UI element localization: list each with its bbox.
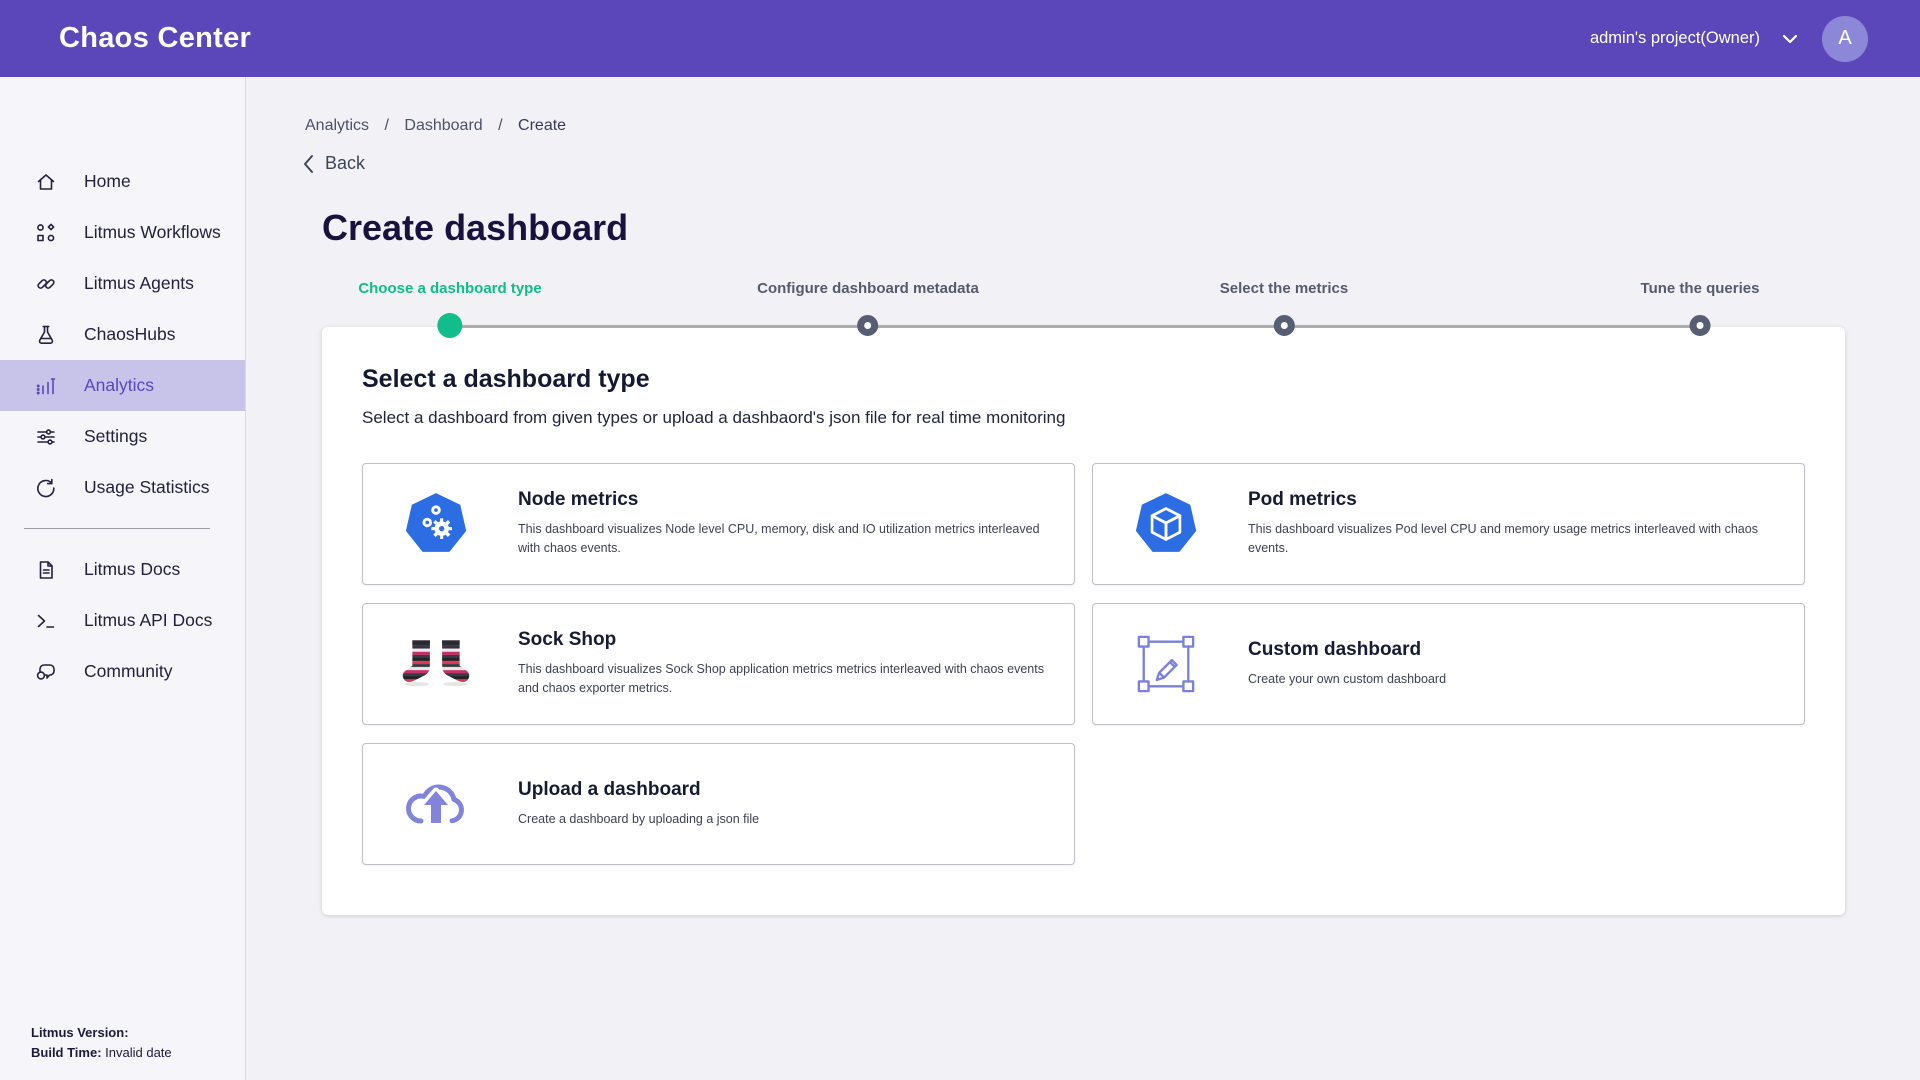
build-time-value: Invalid date xyxy=(101,1044,172,1060)
sidebar-item-label: Usage Statistics xyxy=(84,477,210,497)
option-description: This dashboard visualizes Pod level CPU … xyxy=(1248,522,1758,555)
step-dot xyxy=(857,314,879,336)
upload-cloud-icon xyxy=(401,769,471,839)
document-icon xyxy=(39,560,53,579)
chat-bubbles-icon xyxy=(36,663,55,680)
header-right: admin's project(Owner) A xyxy=(1590,15,1868,62)
step-label: Select the metrics xyxy=(1219,279,1349,297)
avatar-letter: A xyxy=(1838,27,1852,49)
panel-subtitle: Select a dashboard from given types or u… xyxy=(362,407,1066,427)
breadcrumb-create: Create xyxy=(518,117,567,134)
sidebar-item-litmus-api-docs[interactable]: Litmus API Docs xyxy=(0,595,245,646)
build-time-label: Build Time: xyxy=(31,1044,102,1060)
pod-metrics-icon xyxy=(1131,489,1201,559)
custom-dashboard-icon xyxy=(1131,629,1201,699)
terminal-icon xyxy=(37,614,55,628)
step-dot xyxy=(1689,314,1711,336)
chevron-down-icon xyxy=(1782,34,1798,43)
sidebar-footer: Litmus Version: Build Time: Invalid date xyxy=(0,1023,245,1080)
sidebar-item-community[interactable]: Community xyxy=(0,646,245,697)
option-text: Node metrics This dashboard visualizes N… xyxy=(518,489,1050,558)
project-selector-label: admin's project(Owner) xyxy=(1589,29,1760,47)
step-dot-active xyxy=(437,312,463,338)
option-text: Sock Shop This dashboard visualizes Sock… xyxy=(518,629,1050,698)
page-title: Create dashboard xyxy=(322,206,629,248)
bar-chart-icon xyxy=(36,377,56,394)
option-card-node-metrics[interactable]: Node metrics This dashboard visualizes N… xyxy=(362,462,1075,585)
project-selector[interactable]: admin's project(Owner) xyxy=(1590,29,1798,48)
breadcrumb-separator: / xyxy=(384,117,389,134)
option-text: Custom dashboard Create your own custom … xyxy=(1248,639,1446,689)
sidebar-item-litmus-agents[interactable]: Litmus Agents xyxy=(0,258,245,309)
option-card-upload-dashboard[interactable]: Upload a dashboard Create a dashboard by… xyxy=(362,742,1075,865)
sidebar-item-litmus-workflows[interactable]: Litmus Workflows xyxy=(0,207,245,258)
option-title: Node metrics xyxy=(518,489,639,511)
select-dashboard-type-panel: Select a dashboard type Select a dashboa… xyxy=(322,326,1845,915)
option-card-sock-shop[interactable]: Sock Shop This dashboard visualizes Sock… xyxy=(362,602,1075,725)
sidebar-item-label: Settings xyxy=(84,426,148,446)
sidebar-item-chaoshubs[interactable]: ChaosHubs xyxy=(0,309,245,360)
chevron-left-icon xyxy=(304,154,313,173)
step-label: Configure dashboard metadata xyxy=(757,279,979,297)
sidebar-item-label: Litmus Workflows xyxy=(84,222,221,242)
sidebar-item-home[interactable]: Home xyxy=(0,156,245,207)
option-description: Create your own custom dashboard xyxy=(1248,671,1447,686)
step-configure-dashboard-metadata[interactable]: Configure dashboard metadata xyxy=(757,280,979,336)
app-title: Chaos Center xyxy=(59,22,252,54)
breadcrumb-dashboard[interactable]: Dashboard xyxy=(404,117,483,134)
sidebar-item-label: ChaosHubs xyxy=(84,324,176,344)
sidebar-item-label: Litmus API Docs xyxy=(84,610,213,630)
avatar[interactable]: A xyxy=(1822,15,1868,62)
flask-icon xyxy=(38,325,54,344)
breadcrumb: Analytics / Dashboard / Create xyxy=(305,117,1920,135)
sidebar-item-analytics[interactable]: Analytics xyxy=(0,360,245,411)
back-button[interactable]: Back xyxy=(302,153,365,174)
sidebar-divider xyxy=(24,528,210,529)
step-label: Choose a dashboard type xyxy=(358,279,542,297)
sidebar-item-label: Litmus Agents xyxy=(84,273,194,293)
step-tune-the-queries[interactable]: Tune the queries xyxy=(1640,279,1760,336)
node-metrics-icon xyxy=(401,489,471,559)
option-title: Upload a dashboard xyxy=(518,778,701,800)
sliders-icon xyxy=(37,428,55,445)
home-icon xyxy=(37,173,55,190)
option-title: Sock Shop xyxy=(518,629,617,651)
step-dot xyxy=(1273,314,1295,336)
step-choose-dashboard-type[interactable]: Choose a dashboard type xyxy=(358,279,542,338)
option-card-custom-dashboard[interactable]: Custom dashboard Create your own custom … xyxy=(1092,602,1805,725)
sidebar-item-settings[interactable]: Settings xyxy=(0,411,245,462)
option-title: Custom dashboard xyxy=(1248,638,1422,660)
option-description: Create a dashboard by uploading a json f… xyxy=(518,811,760,826)
sidebar: Home Litmus Workflows Litmus Agents Chao… xyxy=(0,77,246,1080)
breadcrumb-analytics[interactable]: Analytics xyxy=(305,117,370,134)
sock-shop-icon xyxy=(401,629,471,699)
step-label: Tune the queries xyxy=(1640,279,1760,297)
link-icon xyxy=(37,278,55,289)
option-text: Upload a dashboard Create a dashboard by… xyxy=(518,779,759,829)
option-text: Pod metrics This dashboard visualizes Po… xyxy=(1248,489,1780,558)
workflows-icon xyxy=(37,223,55,241)
main-content: Analytics / Dashboard / Create Back Crea… xyxy=(246,77,1920,1080)
sidebar-item-usage-statistics[interactable]: Usage Statistics xyxy=(0,462,245,513)
back-label: Back xyxy=(325,153,366,173)
refresh-icon xyxy=(37,478,55,497)
sidebar-item-label: Community xyxy=(84,661,173,681)
sidebar-item-label: Home xyxy=(84,171,131,191)
stepper-connector-line xyxy=(450,324,1700,328)
dashboard-type-options: Node metrics This dashboard visualizes N… xyxy=(362,462,1805,865)
sidebar-item-litmus-docs[interactable]: Litmus Docs xyxy=(0,544,245,595)
sidebar-item-label: Analytics xyxy=(84,375,155,395)
option-description: This dashboard visualizes Sock Shop appl… xyxy=(518,662,1044,695)
app-header: Chaos Center admin's project(Owner) A xyxy=(0,0,1920,77)
sidebar-item-label: Litmus Docs xyxy=(84,559,181,579)
option-card-pod-metrics[interactable]: Pod metrics This dashboard visualizes Po… xyxy=(1092,462,1805,585)
litmus-version-label: Litmus Version: xyxy=(31,1025,129,1040)
option-description: This dashboard visualizes Node level CPU… xyxy=(518,522,1040,555)
breadcrumb-separator: / xyxy=(498,117,503,134)
panel-title: Select a dashboard type xyxy=(362,364,650,393)
option-title: Pod metrics xyxy=(1248,489,1357,511)
stepper: Choose a dashboard type Configure dashbo… xyxy=(322,279,1845,338)
step-select-the-metrics[interactable]: Select the metrics xyxy=(1220,280,1348,336)
